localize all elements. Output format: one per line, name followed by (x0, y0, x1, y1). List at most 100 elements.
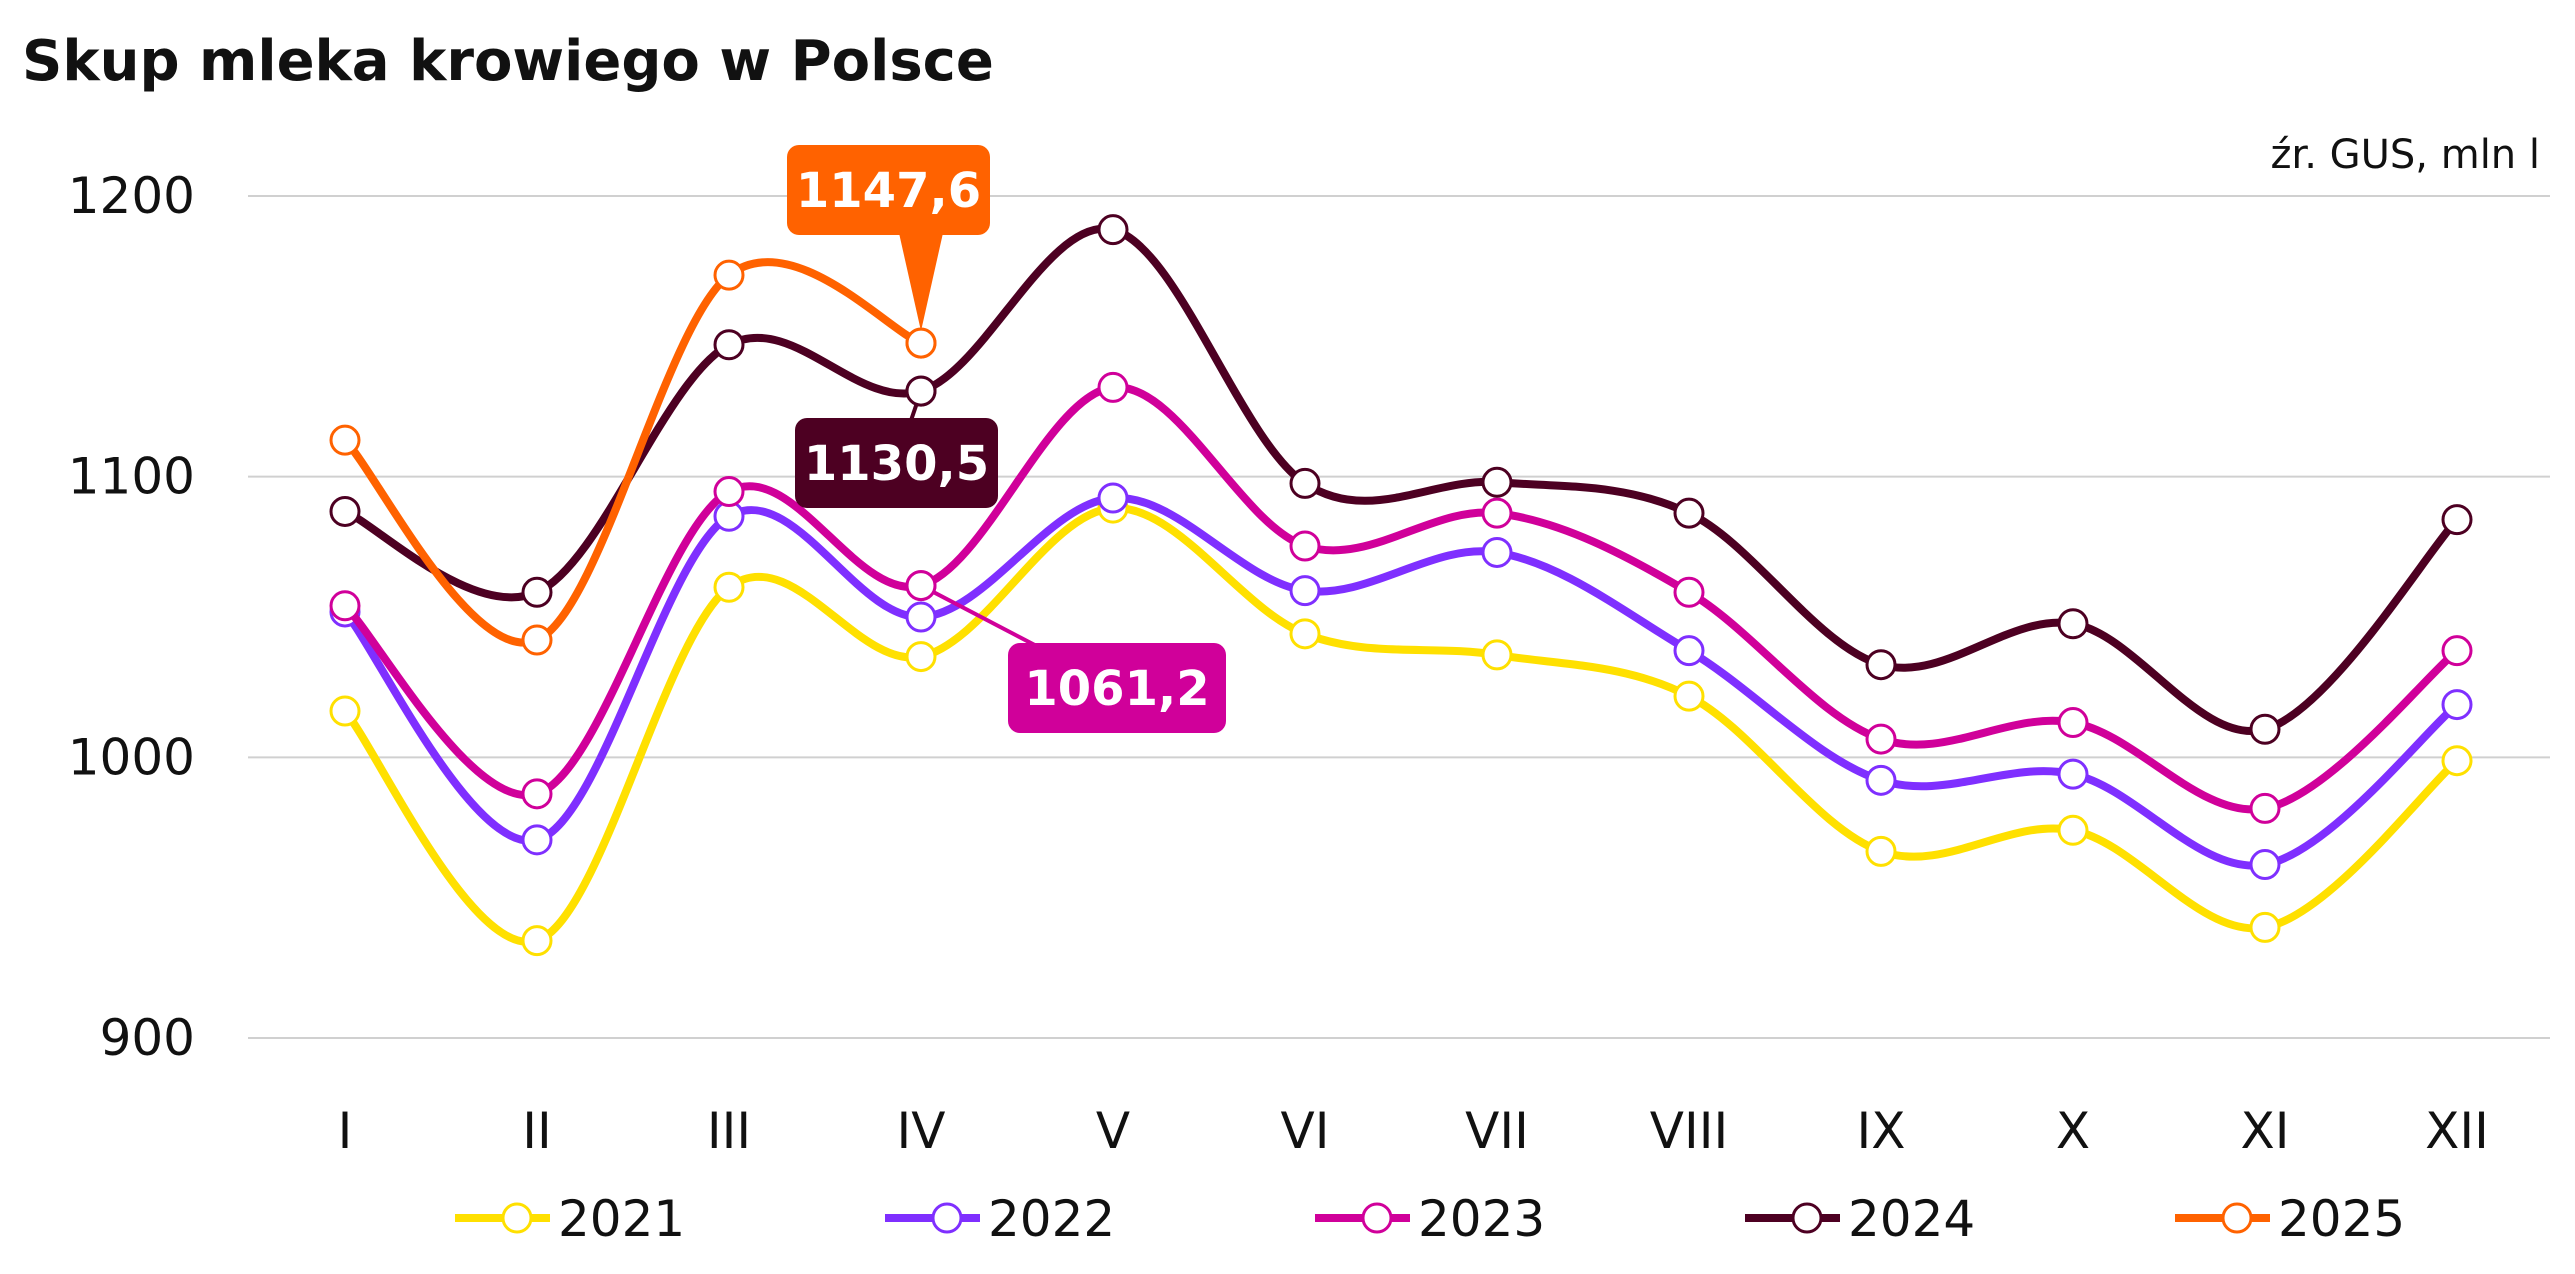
legend-marker (1791, 1202, 1823, 1234)
legend-marker (501, 1202, 533, 1234)
legend: 2021 2022 2023 2024 2025 (455, 1190, 2405, 1248)
legend-item-2025: 2025 (2175, 1190, 2405, 1248)
callout-2024: 1130,5 (795, 390, 998, 508)
series-2021 (329, 492, 2473, 957)
data-point (329, 695, 361, 727)
data-point (2057, 608, 2089, 640)
data-point (1289, 467, 1321, 499)
legend-label: 2025 (2278, 1190, 2405, 1248)
legend-label: 2022 (988, 1190, 1115, 1248)
callout-box (1008, 643, 1226, 733)
x-axis-ticks: I II III IV V VI VII VIII IX X XI XII (338, 1102, 2489, 1160)
legend-marker (931, 1202, 963, 1234)
data-point (1865, 764, 1897, 796)
data-point (521, 778, 553, 810)
x-tick-label: XII (2425, 1102, 2489, 1160)
data-point (2441, 745, 2473, 777)
data-point (329, 495, 361, 527)
x-tick-label: III (707, 1102, 751, 1160)
callout-box (787, 145, 990, 235)
series-line-2024 (343, 224, 2460, 736)
legend-label: 2024 (1848, 1190, 1975, 1248)
callout-box (795, 418, 998, 508)
data-point (713, 476, 745, 508)
x-tick-label: X (2056, 1102, 2090, 1160)
series-line-2023 (342, 383, 2460, 814)
callouts: 1147,6 1130,5 1061,2 (787, 145, 1226, 733)
data-point (1865, 835, 1897, 867)
data-point (2249, 713, 2281, 745)
legend-label: 2023 (1418, 1190, 1545, 1248)
y-tick-label: 1100 (68, 448, 195, 506)
callout-2023: 1061,2 (920, 583, 1226, 733)
legend-item-2022: 2022 (885, 1190, 1115, 1248)
data-point (1481, 497, 1513, 529)
callout-label: 1130,5 (804, 436, 989, 492)
series-line-2025 (342, 258, 923, 647)
data-point (2249, 911, 2281, 943)
data-point (2441, 689, 2473, 721)
data-point (1289, 575, 1321, 607)
x-tick-label: XI (2241, 1102, 2290, 1160)
legend-item-2024: 2024 (1745, 1190, 1975, 1248)
callout-label: 1061,2 (1024, 661, 1209, 717)
data-point (521, 624, 553, 656)
data-point (1673, 576, 1705, 608)
data-point (905, 601, 937, 633)
data-point (2057, 814, 2089, 846)
legend-item-2023: 2023 (1315, 1190, 1545, 1248)
series-2024 (329, 214, 2473, 745)
data-point (1865, 723, 1897, 755)
data-point (1097, 214, 1129, 246)
data-point (2441, 504, 2473, 536)
data-point (1673, 497, 1705, 529)
data-point (521, 576, 553, 608)
series-2022 (329, 482, 2473, 881)
data-point (905, 375, 937, 407)
x-tick-label: IX (1857, 1102, 1906, 1160)
data-point (713, 571, 745, 603)
legend-marker (2221, 1202, 2253, 1234)
data-point (1289, 618, 1321, 650)
data-point (2249, 792, 2281, 824)
x-tick-label: II (522, 1102, 552, 1160)
data-point (1481, 466, 1513, 498)
data-point (905, 641, 937, 673)
data-point (905, 327, 937, 359)
x-tick-label: I (338, 1102, 353, 1160)
data-point (1481, 536, 1513, 568)
data-point (1097, 482, 1129, 514)
x-tick-label: IV (897, 1102, 946, 1160)
data-point (1673, 635, 1705, 667)
y-tick-label: 1000 (68, 728, 195, 786)
data-point (329, 424, 361, 456)
x-tick-label: VI (1281, 1102, 1330, 1160)
data-point (2249, 849, 2281, 881)
chart-title: Skup mleka krowiego w Polsce (22, 29, 994, 94)
series-line-2021 (341, 504, 2460, 946)
callout-pointer (899, 233, 943, 332)
y-tick-label: 900 (100, 1009, 195, 1067)
data-point (1481, 639, 1513, 671)
data-point (713, 259, 745, 291)
source-note: źr. GUS, mln l (2270, 132, 2540, 178)
data-point (1673, 680, 1705, 712)
series-line-2022 (341, 493, 2460, 870)
legend-item-2021: 2021 (455, 1190, 685, 1248)
data-point (521, 925, 553, 957)
x-tick-label: VIII (1650, 1102, 1728, 1160)
data-point (713, 329, 745, 361)
x-tick-label: V (1096, 1102, 1130, 1160)
callout-label: 1147,6 (796, 163, 981, 219)
callout-2025: 1147,6 (787, 145, 990, 332)
data-point (1865, 649, 1897, 681)
y-tick-label: 1200 (68, 167, 195, 225)
x-tick-label: VII (1465, 1102, 1529, 1160)
data-point (1097, 371, 1129, 403)
data-point (2057, 707, 2089, 739)
legend-marker (1361, 1202, 1393, 1234)
data-point (2057, 758, 2089, 790)
data-point (1289, 530, 1321, 562)
y-axis-ticks: 900 1000 1100 1200 (68, 167, 195, 1067)
